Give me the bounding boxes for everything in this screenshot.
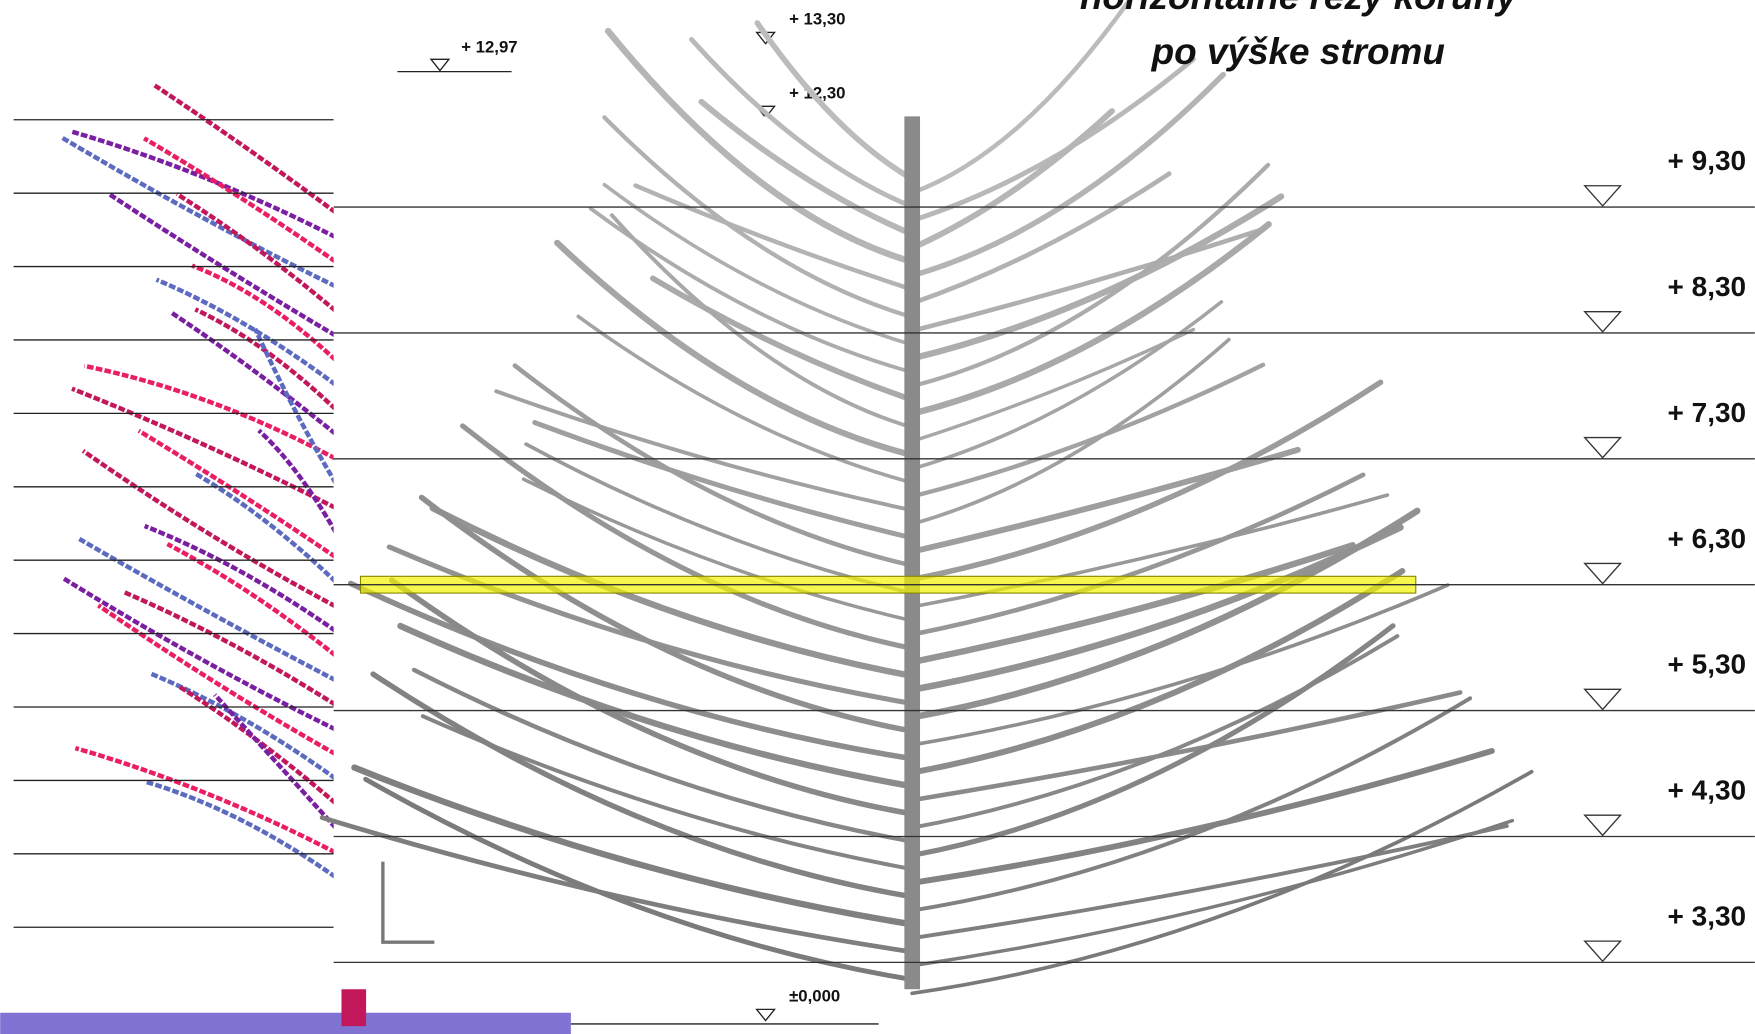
level-label: ±0,000 (789, 987, 840, 1006)
trunk (904, 116, 920, 989)
level-label: + 4,30 (1668, 775, 1747, 806)
level-label: + 8,30 (1668, 271, 1747, 302)
level-label: + 12,97 (461, 38, 517, 57)
level-label: + 3,30 (1668, 900, 1747, 931)
level-label: + 6,30 (1668, 523, 1747, 554)
ground-points (0, 1013, 571, 1034)
title-line: po výške stromu (1151, 31, 1445, 72)
trunk-base (341, 988, 366, 1026)
title-line: horizontálne rezy koruny (1080, 0, 1519, 17)
page: {"title": {"line1": "horizontálne rezy k… (0, 0, 1755, 1034)
level-label: + 13,30 (789, 10, 845, 29)
tree-section-figure: + 13,30 + 12,97 + 12,30 + 9,30+ 8,30+ 7,… (0, 0, 1755, 1034)
level-label: + 5,30 (1668, 649, 1747, 680)
level-label: + 9,30 (1668, 145, 1747, 176)
level-label: + 7,30 (1668, 397, 1747, 428)
